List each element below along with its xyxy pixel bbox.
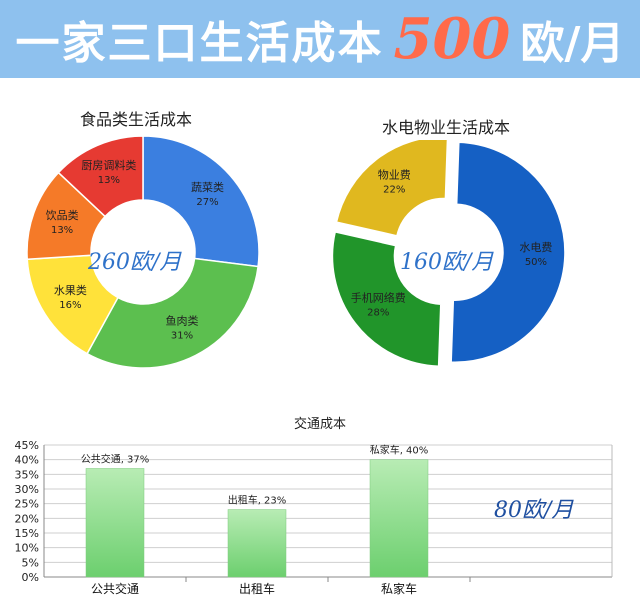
utility-slice-value: 28%	[367, 308, 389, 319]
x-tick-label: 公共交通	[91, 581, 139, 596]
y-tick-label: 35%	[15, 468, 39, 481]
title-banner	[0, 0, 640, 78]
transport-cost-bar-chart: 交通成本 0% 5%10% 15% 20%25% 30% 35%40% 45% 公共交通, 37…	[15, 416, 613, 596]
y-tick-label: 45%	[15, 439, 39, 452]
food-slice-value: 13%	[51, 225, 73, 236]
food-slice	[86, 257, 259, 369]
food-slice-label: 饮品类	[46, 208, 79, 222]
food-slice-label: 鱼肉类	[166, 314, 199, 328]
food-center-label: 260欧/月	[88, 250, 182, 275]
food-slice-value: 16%	[59, 300, 81, 311]
utility-slice-group: 手机网络费 28%	[331, 231, 442, 367]
transport-chart-title: 交通成本	[294, 416, 346, 432]
food-slice-value: 27%	[196, 197, 218, 208]
y-tick-label: 15%	[15, 527, 39, 540]
utility-slice-group: 水电费 50%	[450, 141, 566, 363]
utility-chart-title: 水电物业生活成本	[382, 118, 511, 137]
utility-slice-label: 物业费	[378, 167, 411, 181]
food-cost-donut-chart: 蔬菜类 27% 鱼肉类 31% 水果类 16% 饮品类 13% 厨房调料类 13%	[26, 135, 260, 369]
utility-slice-value: 50%	[525, 257, 547, 268]
banner-title: 一家三口生活成本	[15, 18, 384, 69]
food-slice-value: 13%	[98, 175, 120, 186]
food-slice	[142, 135, 260, 268]
utility-slice-label: 水电费	[519, 241, 552, 254]
bar-data-label: 私家车, 40%	[370, 444, 429, 457]
y-tick-label: 5%	[22, 556, 39, 569]
x-tick-label: 出租车	[239, 581, 275, 596]
y-tick-label: 10%	[15, 542, 39, 555]
food-slice-label: 水果类	[54, 283, 87, 297]
food-slice	[57, 135, 144, 218]
transport-side-label: 80欧/月	[494, 498, 574, 523]
y-tick-label: 25%	[15, 498, 39, 511]
banner-unit: 欧/月	[520, 18, 625, 69]
bar	[227, 509, 287, 578]
food-slice-value: 31%	[171, 331, 193, 342]
banner-amount: 500	[393, 6, 511, 72]
utility-cost-donut-chart: 水电费 50% 手机网络费 28% 物业费 22%	[331, 140, 566, 367]
utility-slice	[331, 231, 442, 367]
food-slice-group: 厨房调料类 13%	[57, 135, 144, 218]
bar	[85, 468, 145, 578]
utility-slice-group: 物业费 22%	[335, 140, 449, 237]
food-slice-label: 蔬菜类	[191, 180, 224, 194]
utility-slice	[335, 140, 449, 237]
bar	[369, 459, 429, 578]
y-tick-label: 20%	[15, 512, 39, 525]
y-tick-label: 40%	[15, 454, 39, 467]
utility-center-label: 160欧/月	[400, 250, 494, 275]
x-tick-label: 私家车	[381, 581, 417, 596]
y-tick-label: 30%	[15, 483, 39, 496]
food-slice-group: 蔬菜类 27%	[142, 135, 260, 268]
utility-slice	[450, 141, 566, 363]
utility-slice-value: 22%	[383, 184, 405, 195]
banner-heading: 一家三口生活成本 500 欧/月	[0, 0, 640, 78]
food-chart-title: 食品类生活成本	[80, 110, 193, 129]
utility-slice-label: 手机网络费	[351, 291, 406, 305]
bar-data-label: 公共交通, 37%	[81, 452, 150, 465]
bar-data-label: 出租车, 23%	[228, 494, 287, 507]
y-tick-label: 0%	[22, 571, 39, 584]
food-slice-label: 厨房调料类	[81, 158, 136, 172]
food-slice-group: 鱼肉类 31%	[86, 257, 259, 369]
